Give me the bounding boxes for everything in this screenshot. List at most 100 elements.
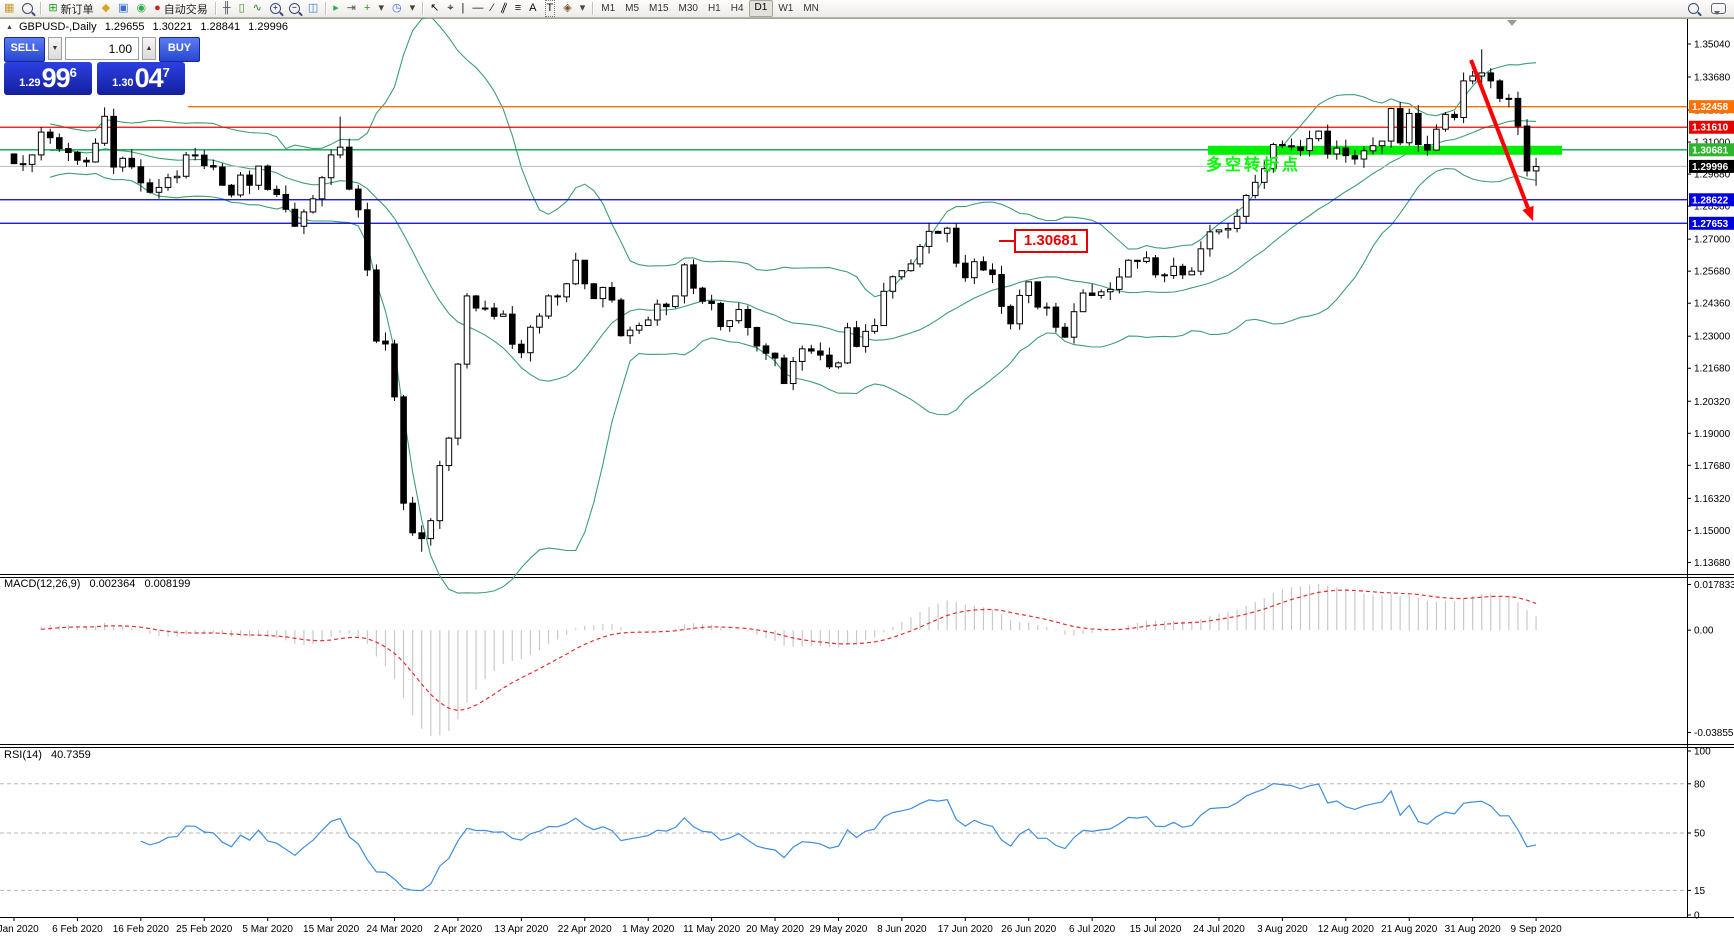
profiles-icon[interactable] [18, 1, 37, 16]
chart-canvas: 1.350401.336801.323201.310001.296801.283… [0, 18, 1734, 935]
crosshair-tool-icon[interactable]: ⌖ [447, 2, 454, 14]
svg-text:22 Apr 2020: 22 Apr 2020 [558, 924, 612, 935]
rsi-levels [0, 783, 1687, 891]
buy-price-display[interactable]: 1.30 04 7 [97, 62, 185, 95]
toolbar-separator [40, 2, 42, 15]
timeframe-mn-button[interactable]: MN [803, 3, 819, 14]
autotrading-button[interactable]: ● 自动交易 [154, 2, 208, 16]
channel-tool-icon[interactable]: ∥ [499, 1, 509, 15]
timeframe-h4-button[interactable]: H4 [730, 3, 744, 14]
text-tool-icon[interactable]: A [529, 2, 537, 14]
metaeditor-icon[interactable]: ◆ [101, 2, 111, 14]
timeframe-w1-button[interactable]: W1 [778, 3, 794, 14]
sell-price-display[interactable]: 1.29 99 6 [4, 62, 92, 95]
svg-text:1.29996: 1.29996 [1692, 162, 1729, 173]
timeframe-h1-button[interactable]: H1 [707, 3, 721, 14]
svg-text:1.28360: 1.28360 [1694, 202, 1731, 213]
arrows-tool-icon[interactable]: ◈ [563, 2, 572, 14]
buy-price-prefix: 1.30 [112, 76, 134, 89]
sell-price-main: 99 [41, 63, 71, 93]
svg-text:1.30681: 1.30681 [1692, 145, 1729, 156]
vertical-line-tool-icon[interactable]: | [461, 2, 465, 14]
search-icon[interactable] [1688, 3, 1699, 14]
bollinger-upper-band [50, 18, 1537, 298]
chart-note-text[interactable]: 多空转折点 [1206, 157, 1302, 174]
svg-text:1 May 2020: 1 May 2020 [622, 924, 675, 935]
autotrading-button-label: 自动交易 [163, 3, 208, 16]
fibonacci-tool-icon[interactable]: ≡ [514, 2, 522, 14]
svg-text:16 Feb 2020: 16 Feb 2020 [113, 924, 170, 935]
rsi-line [140, 782, 1537, 892]
quote-low: 1.28841 [200, 21, 241, 33]
price-badge-1.30681: 1.30681 [1689, 143, 1734, 157]
volume-increase-button[interactable]: ▲ [142, 37, 156, 60]
svg-text:1.24360: 1.24360 [1694, 299, 1731, 310]
text-label-tool-icon[interactable]: T [541, 0, 560, 17]
timeframe-d1-button[interactable]: D1 [748, 0, 774, 17]
price-callout-label[interactable]: 1.30681 [999, 228, 1088, 253]
horizontal-line-tool-icon[interactable]: — [472, 2, 484, 14]
toolbar-separator [422, 2, 424, 15]
new-chart-icon[interactable]: ▦ [4, 2, 15, 14]
autoscroll-icon[interactable]: ▸ [333, 2, 339, 14]
macd-panel-separator[interactable] [0, 572, 1734, 577]
candlestick-chart-icon[interactable]: ▯ [238, 2, 245, 14]
volume-decrease-button[interactable]: ▼ [48, 37, 62, 60]
svg-text:1.35040: 1.35040 [1694, 40, 1731, 51]
svg-text:25 Feb 2020: 25 Feb 2020 [176, 924, 233, 935]
svg-text:1.23000: 1.23000 [1694, 332, 1731, 343]
sell-button[interactable]: SELL [4, 37, 45, 62]
svg-text:1.21680: 1.21680 [1694, 364, 1731, 375]
new-order-button[interactable]: ⊞ 新订单 [48, 2, 94, 16]
arrows-caret-icon[interactable]: ▾ [579, 2, 586, 14]
bollinger-bands [50, 18, 1537, 594]
bar-chart-icon[interactable]: ╫ [222, 2, 231, 14]
rsi-panel-separator[interactable] [0, 743, 1734, 748]
trendline-tool-icon[interactable]: ∕ [491, 2, 494, 14]
svg-text:9 Sep 2020: 9 Sep 2020 [1510, 924, 1562, 935]
svg-text:1.25680: 1.25680 [1694, 267, 1731, 278]
indicators-add-icon[interactable]: + [364, 2, 371, 14]
zoom-in-icon[interactable]: + [266, 1, 285, 16]
line-chart-icon[interactable]: ∿ [252, 2, 262, 14]
symbol-info-bar: ▲ GBPUSD-,Daily 1.29655 1.30221 1.28841 … [6, 21, 288, 33]
macd-histogram [40, 584, 1537, 736]
chat-icon[interactable] [1711, 3, 1726, 15]
timeframe-m30-button[interactable]: M30 [678, 3, 698, 14]
red-arrow[interactable] [1469, 59, 1534, 221]
timeframe-m1-button[interactable]: M1 [601, 3, 616, 14]
quote-close: 1.29996 [248, 21, 288, 33]
svg-text:26 Jun 2020: 26 Jun 2020 [1001, 924, 1056, 935]
svg-text:8 Jun 2020: 8 Jun 2020 [877, 924, 927, 935]
svg-text:3 Aug 2020: 3 Aug 2020 [1257, 924, 1308, 935]
svg-text:6 Jul 2020: 6 Jul 2020 [1069, 924, 1116, 935]
periods-icon[interactable]: ◷ [391, 2, 402, 14]
tile-windows-icon[interactable]: ◫ [307, 2, 319, 14]
toolbar-separator [325, 2, 327, 15]
buy-button[interactable]: BUY [159, 37, 200, 62]
price-badge-1.28622: 1.28622 [1689, 193, 1734, 207]
chart-shift-icon[interactable]: ⇥ [346, 2, 356, 14]
zoom-out-icon[interactable]: − [285, 1, 304, 16]
svg-text:13 Apr 2020: 13 Apr 2020 [494, 924, 548, 935]
indicators-caret-icon[interactable]: ▾ [378, 2, 384, 14]
chart-shift-marker-icon[interactable] [1507, 20, 1517, 31]
terminal-icon[interactable]: ▣ [118, 2, 129, 14]
macd-value-main: 0.002364 [89, 578, 136, 590]
rsi-value: 40.7359 [50, 749, 91, 761]
signals-icon[interactable]: ◉ [136, 2, 147, 14]
periods-caret-icon[interactable]: ▾ [409, 2, 416, 14]
chart-window: 1.35040 1.33680 1.32320 1.31000 1.29680 1.283… [0, 18, 1734, 943]
panel-borders [0, 18, 1734, 918]
price-badge-1.32458: 1.32458 [1689, 100, 1734, 114]
quote-open: 1.29655 [104, 21, 145, 33]
svg-text:5 Mar 2020: 5 Mar 2020 [242, 924, 293, 935]
svg-text:1.27000: 1.27000 [1694, 235, 1731, 246]
svg-text:1.27653: 1.27653 [1692, 219, 1729, 230]
timeframe-m15-button[interactable]: M15 [649, 3, 669, 14]
price-badge-1.27653: 1.27653 [1689, 216, 1734, 230]
cursor-tool-icon[interactable]: ↖ [430, 2, 440, 14]
timeframe-m5-button[interactable]: M5 [625, 3, 640, 14]
volume-input[interactable] [65, 37, 139, 60]
candles-layer [10, 49, 1540, 552]
